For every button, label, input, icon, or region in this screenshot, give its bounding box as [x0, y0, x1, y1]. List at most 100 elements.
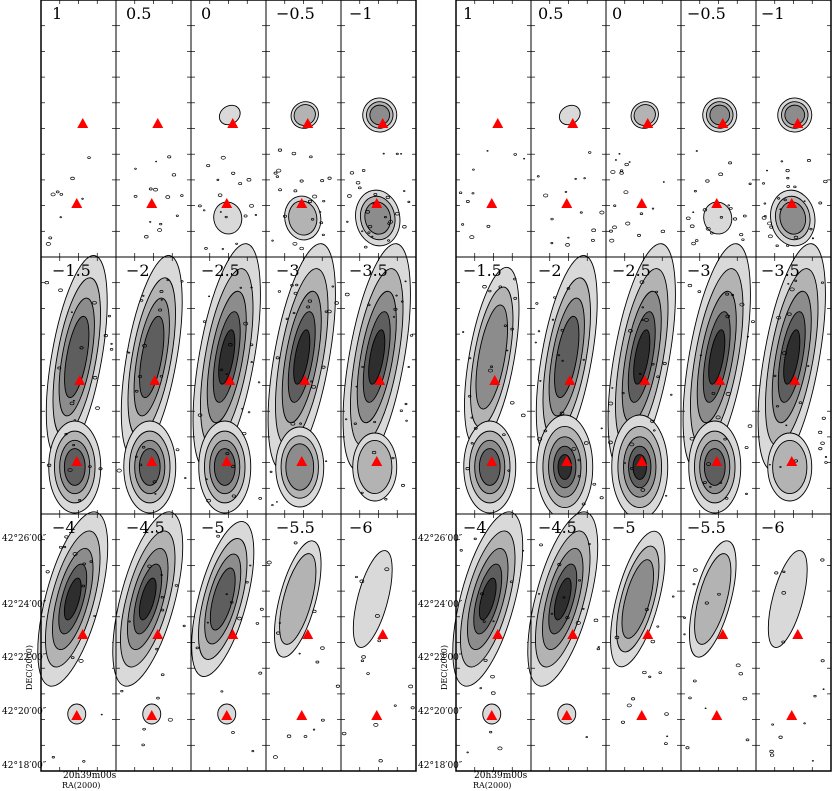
noise-contour [543, 193, 549, 198]
noise-contour [822, 688, 825, 690]
noise-contour [165, 195, 171, 199]
noise-contour [683, 633, 686, 636]
source-marker [371, 198, 383, 208]
source-marker [486, 456, 498, 466]
channel-panel [755, 0, 832, 258]
noise-contour [777, 197, 781, 200]
dec-axis-label: DEC(2000) [25, 645, 34, 690]
noise-contour [371, 450, 377, 455]
emission-contour [63, 448, 86, 486]
noise-contour [365, 210, 371, 214]
noise-contour [249, 204, 254, 208]
noise-contour [180, 194, 184, 197]
noise-contour [45, 242, 51, 246]
noise-contour [582, 358, 585, 361]
noise-contour [557, 354, 561, 357]
noise-contour [292, 311, 296, 315]
noise-contour [167, 717, 173, 722]
noise-contour [458, 191, 463, 195]
velocity-label: −0.5 [687, 4, 726, 23]
dec-tick-label: 42°26′00″ [2, 534, 47, 544]
noise-contour [648, 675, 652, 679]
noise-contour [175, 214, 179, 217]
noise-contour [293, 291, 298, 295]
noise-contour [375, 614, 380, 618]
noise-contour [480, 592, 485, 596]
noise-contour [574, 177, 577, 180]
noise-contour [271, 239, 274, 242]
noise-contour [608, 440, 613, 445]
noise-contour [295, 283, 299, 287]
noise-contour [361, 230, 364, 233]
source-marker [74, 375, 86, 385]
noise-contour [335, 684, 340, 688]
noise-contour [266, 560, 272, 565]
noise-contour [619, 171, 624, 175]
source-marker [711, 456, 723, 466]
channel-panel [112, 511, 192, 772]
source-marker [492, 629, 504, 639]
noise-contour [408, 684, 414, 689]
noise-contour [250, 286, 253, 289]
noise-contour [272, 755, 278, 759]
source-marker [377, 118, 389, 128]
noise-contour [174, 584, 179, 587]
right-block-labels: 1 0.5 0 −0.5 −1 −1.5 −2 −2.5 −3 −3.5 −4 … [463, 4, 800, 537]
noise-contour [107, 314, 111, 318]
source-marker [302, 118, 314, 128]
source-marker [792, 629, 804, 639]
noise-contour [69, 401, 75, 406]
noise-contour [539, 543, 543, 547]
ra-axis-label: RA(2000) [473, 781, 511, 790]
noise-contour [510, 327, 514, 331]
noise-contour [87, 156, 91, 159]
noise-contour [785, 424, 788, 427]
source-marker [492, 118, 504, 128]
noise-contour [643, 317, 649, 322]
noise-contour [344, 292, 350, 297]
noise-contour [637, 233, 641, 237]
emission-contour [553, 577, 572, 621]
noise-contour [686, 216, 691, 220]
source-marker [486, 198, 498, 208]
right-axis-labels: 42°26′00″ 42°24′00″ 42°22′00″ 42°20′00″ … [418, 534, 528, 790]
noise-contour [206, 498, 211, 503]
noise-contour [322, 199, 326, 203]
noise-contour [216, 534, 220, 538]
noise-contour [70, 176, 75, 181]
noise-contour [319, 211, 322, 213]
noise-contour [299, 422, 302, 425]
velocity-label: −4 [52, 518, 76, 537]
noise-contour [628, 329, 633, 333]
emission-contour [557, 454, 572, 480]
source-marker [77, 118, 89, 128]
noise-contour [70, 311, 73, 314]
emission-contour [352, 550, 393, 648]
noise-contour [513, 296, 518, 300]
noise-contour [725, 497, 729, 500]
noise-contour [271, 504, 274, 507]
noise-contour [725, 314, 731, 319]
noise-contour [152, 480, 157, 484]
noise-contour [631, 697, 636, 701]
noise-contour [231, 171, 236, 175]
noise-contour [245, 580, 249, 584]
noise-contour [662, 181, 665, 183]
noise-contour [142, 294, 145, 297]
noise-contour [745, 738, 750, 742]
noise-contour [371, 235, 374, 238]
channel-panel [190, 513, 267, 772]
noise-contour [384, 498, 388, 501]
velocity-label: −3.5 [761, 261, 800, 280]
noise-contour [92, 376, 98, 380]
noise-contour [507, 469, 511, 472]
noise-contour [695, 150, 698, 152]
emission-contour [64, 315, 90, 399]
noise-contour [550, 612, 554, 615]
noise-contour [202, 320, 207, 323]
noise-contour [785, 168, 790, 173]
noise-contour [120, 689, 124, 693]
noise-contour [216, 178, 220, 181]
noise-contour [665, 494, 668, 497]
noise-contour [786, 185, 790, 188]
